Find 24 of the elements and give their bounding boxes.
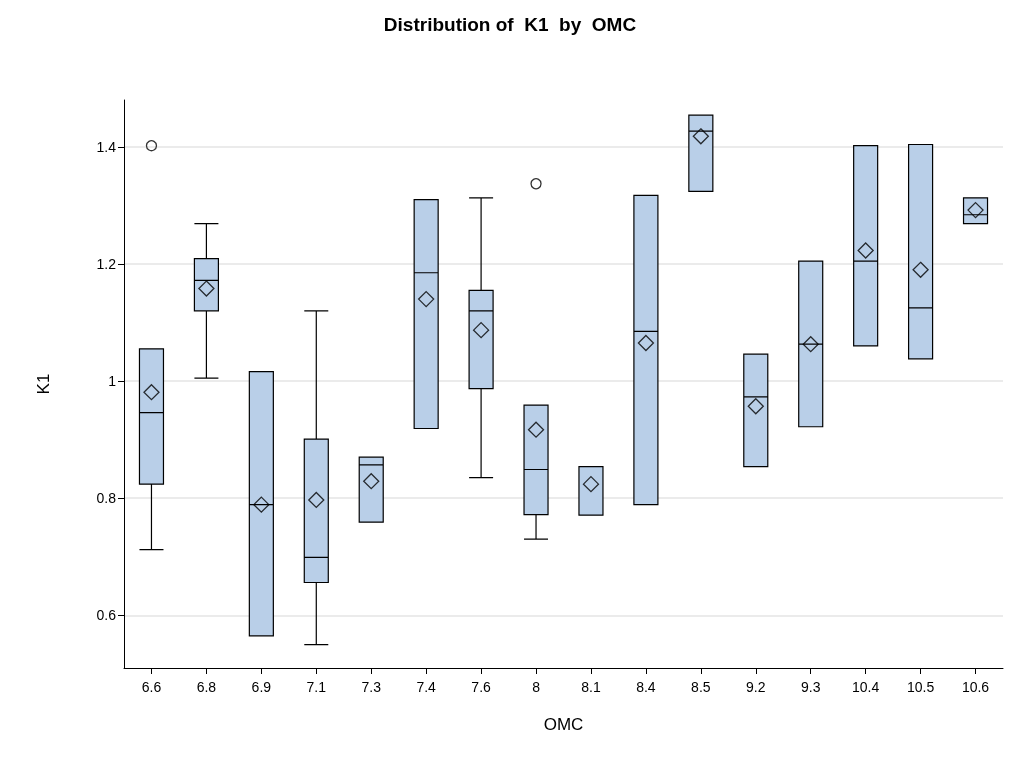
- x-tick-label: 7.6: [471, 679, 492, 695]
- x-tick-label: 8.1: [581, 679, 601, 695]
- y-tick-label: 0.8: [96, 490, 117, 507]
- x-tick-label: 7.1: [306, 679, 327, 695]
- x-tick-label: 10.5: [906, 679, 935, 695]
- y-tick-label: 0.6: [96, 607, 117, 624]
- x-tick-label: 6.9: [251, 679, 272, 695]
- x-axis-title: OMC: [543, 715, 584, 734]
- y-axis-title: K1: [34, 373, 53, 395]
- y-tick-label: 1.2: [96, 255, 117, 272]
- x-tick-label: 8.5: [691, 679, 711, 695]
- y-tick-label: 1.4: [96, 138, 117, 155]
- x-tick-label: 9.2: [746, 679, 766, 695]
- x-tick-label: 7.4: [416, 679, 437, 695]
- x-tick-label: 9.3: [800, 679, 821, 695]
- x-tick-label: 6.8: [196, 679, 217, 695]
- x-tick-label: 7.3: [361, 679, 382, 695]
- x-tick-label: 10.4: [852, 679, 880, 695]
- y-tick-label: 1: [108, 373, 117, 390]
- x-tick-label: 8.4: [636, 679, 656, 695]
- x-tick-label: 6.6: [141, 679, 162, 695]
- chart-title: Distribution of K1 by OMC: [383, 14, 637, 35]
- x-tick-label: 8: [532, 679, 541, 695]
- x-tick-label: 10.6: [961, 679, 990, 695]
